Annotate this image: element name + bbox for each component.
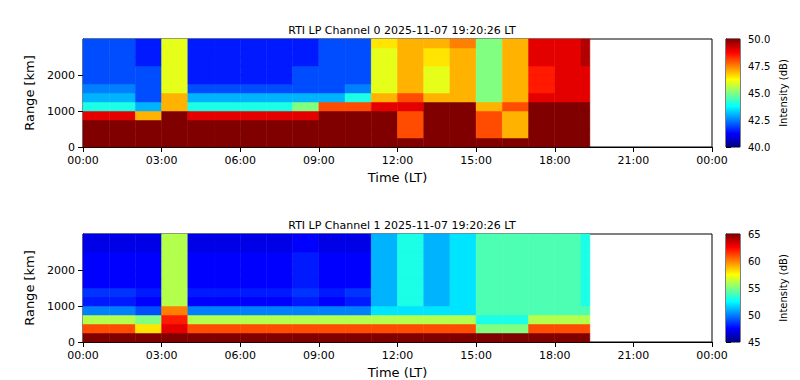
svg-text:18:00: 18:00	[539, 349, 571, 362]
svg-text:09:00: 09:00	[303, 154, 335, 167]
svg-text:21:00: 21:00	[618, 154, 650, 167]
svg-text:12:00: 12:00	[382, 154, 414, 167]
svg-text:47.5: 47.5	[748, 61, 770, 72]
svg-text:Intensity (dB): Intensity (dB)	[778, 254, 789, 322]
svg-text:50.0: 50.0	[748, 34, 770, 45]
svg-text:0: 0	[68, 336, 75, 349]
svg-text:RTI LP Channel 0 2025-11-07 19: RTI LP Channel 0 2025-11-07 19:20:26 LT	[288, 24, 516, 37]
svg-text:06:00: 06:00	[224, 154, 256, 167]
svg-text:2000: 2000	[47, 264, 75, 277]
svg-text:Range [km]: Range [km]	[22, 250, 37, 326]
svg-text:03:00: 03:00	[146, 154, 178, 167]
svg-text:15:00: 15:00	[460, 154, 492, 167]
svg-text:Time (LT): Time (LT)	[367, 365, 427, 380]
svg-text:Intensity (dB): Intensity (dB)	[778, 59, 789, 127]
svg-text:0: 0	[68, 141, 75, 154]
svg-text:06:00: 06:00	[224, 349, 256, 362]
svg-text:45.0: 45.0	[748, 88, 770, 99]
svg-text:50: 50	[748, 310, 761, 321]
svg-text:12:00: 12:00	[382, 349, 414, 362]
svg-text:09:00: 09:00	[303, 349, 335, 362]
svg-text:60: 60	[748, 256, 761, 267]
svg-text:65: 65	[748, 229, 761, 240]
svg-text:45: 45	[748, 337, 761, 348]
svg-text:03:00: 03:00	[146, 349, 178, 362]
svg-text:55: 55	[748, 283, 761, 294]
svg-text:2000: 2000	[47, 69, 75, 82]
svg-text:15:00: 15:00	[460, 349, 492, 362]
svg-text:00:00: 00:00	[696, 154, 728, 167]
svg-text:18:00: 18:00	[539, 154, 571, 167]
svg-text:Time (LT): Time (LT)	[367, 170, 427, 185]
svg-text:1000: 1000	[47, 300, 75, 313]
svg-text:Range [km]: Range [km]	[22, 55, 37, 131]
svg-text:1000: 1000	[47, 105, 75, 118]
svg-text:42.5: 42.5	[748, 115, 770, 126]
svg-text:00:00: 00:00	[696, 349, 728, 362]
svg-text:RTI LP Channel 1 2025-11-07 19: RTI LP Channel 1 2025-11-07 19:20:26 LT	[288, 219, 516, 232]
svg-text:40.0: 40.0	[748, 142, 770, 153]
svg-text:00:00: 00:00	[67, 154, 99, 167]
svg-text:00:00: 00:00	[67, 349, 99, 362]
svg-text:21:00: 21:00	[618, 349, 650, 362]
